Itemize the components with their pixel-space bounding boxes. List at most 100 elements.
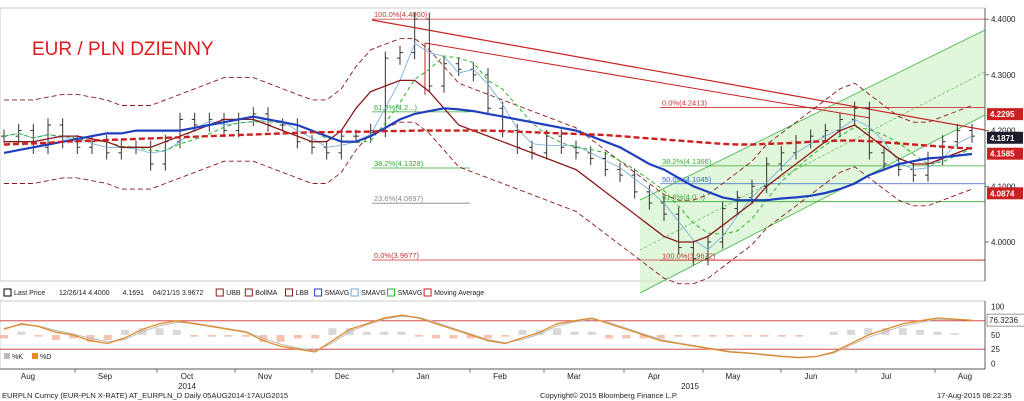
osc-hist-bar: [207, 335, 216, 337]
y-tick-label: 4.3000: [991, 71, 1016, 80]
x-month-label: Mar: [567, 372, 581, 381]
oscillator-panel: [0, 300, 986, 370]
price-badge: [987, 108, 1023, 121]
osc-hist-bar: [466, 335, 475, 339]
legend-entry: SMAVG: [325, 290, 350, 297]
legend-swatch-icon: [244, 288, 253, 297]
osc-hist-bar: [656, 335, 665, 339]
fib-label: 100.0%(4.4000): [374, 10, 428, 19]
osc-hist-bar: [34, 335, 43, 337]
x-month-label: Jan: [417, 372, 430, 381]
x-month-label: Jul: [881, 372, 891, 381]
x-month-label: Dec: [335, 372, 349, 381]
osc-hist-bar: [795, 335, 804, 337]
osc-hist-bar: [605, 335, 613, 339]
osc-legend-swatch-icon: [4, 353, 10, 359]
osc-hist-bar: [587, 331, 596, 335]
osc-tick-label: 25: [991, 345, 1000, 354]
x-year-label: 2015: [681, 382, 699, 391]
osc-hist-bar: [760, 335, 769, 337]
osc-hist-bar: [898, 328, 907, 335]
chart-title: EUR / PLN DZIENNY: [32, 39, 214, 60]
x-month-label: Feb: [493, 372, 507, 381]
osc-hist-bar: [829, 331, 838, 335]
legend: Last Price 12/26/14 4.4000 4.1691 04/21/15 …: [3, 288, 484, 297]
fib-label: 38.2%(4.1366): [662, 157, 712, 166]
trendline-secondary: [424, 42, 871, 119]
osc-hist-bar: [380, 331, 389, 335]
legend-entry: Moving Average: [434, 290, 484, 297]
legend-entry: BollMA: [255, 290, 278, 297]
price-badge: [987, 131, 1023, 144]
footer-right: 17-Aug-2015 08:22:35: [937, 391, 1012, 400]
x-month-label: Apr: [648, 372, 661, 381]
osc-value-badge: [986, 313, 1024, 327]
upper-bollinger-band: [4, 38, 973, 201]
channel-upper-line: [639, 29, 986, 201]
fib-label: 23.6%(4.0697): [374, 194, 424, 203]
osc-hist-bar: [121, 329, 129, 335]
fib-label: 50.0%(4.1045): [662, 175, 712, 184]
osc-hist-bar: [69, 335, 78, 339]
osc-hist-bar: [103, 335, 112, 341]
legend-swatch-icon: [3, 288, 12, 297]
x-month-label: Nov: [258, 372, 272, 381]
osc-hist-bar: [553, 328, 562, 335]
fib-label: 0.0%(4.2413): [662, 99, 708, 108]
osc-tick-label: 0: [991, 359, 996, 368]
osc-hist-bar: [363, 331, 371, 335]
osc-hist-bar: [518, 329, 527, 335]
osc-legend-entry: %K: [12, 354, 23, 361]
footer-left: EURPLN Curncy (EUR-PLN X-RATE) AT_EURPLN…: [2, 391, 288, 400]
osc-tick-label: 50: [991, 331, 1000, 340]
x-month-label: Sep: [98, 372, 113, 381]
stoch-k-line: [3, 314, 973, 359]
osc-hist-bar: [155, 328, 164, 335]
channel-lower-line: [639, 114, 986, 294]
osc-hist-bar: [691, 335, 700, 337]
x-month-label: Jun: [805, 372, 818, 381]
bollinger-ma-line: [4, 79, 973, 243]
sma-blue-line: [3, 107, 973, 202]
fib-label: 61.8%(4.2...): [374, 103, 417, 112]
y-tick-label: 4.0000: [991, 238, 1016, 247]
price-badge: [987, 187, 1023, 200]
legend-entry: UBB: [226, 290, 241, 297]
osc-hist-bar: [708, 335, 717, 337]
osc-frame: [0, 300, 986, 370]
osc-hist-bar: [0, 335, 8, 339]
channel-fill: [640, 30, 985, 293]
osc-hist-bar: [242, 335, 250, 337]
legend-entry: 4.1691: [123, 290, 145, 297]
osc-hist-bar: [847, 329, 855, 335]
osc-legend-entry: %D: [40, 354, 51, 361]
lower-bollinger-band: [4, 121, 973, 285]
osc-hist-bar: [639, 335, 648, 339]
osc-hist-bar: [449, 335, 458, 339]
y-tick-label: 4.1000: [991, 182, 1016, 191]
osc-hist-bar: [933, 331, 942, 335]
osc-hist-bar: [864, 328, 873, 335]
y-tick-label: 4.2000: [991, 127, 1016, 136]
sma-green-line: [3, 55, 973, 235]
price-badge-label: 4.1585: [990, 150, 1015, 159]
footer-center: Copyright© 2015 Bloomberg Finance L.P.: [540, 391, 678, 400]
price-badge-label: 4.2295: [990, 110, 1015, 119]
osc-hist-bar: [328, 328, 337, 335]
osc-hist-bar: [293, 335, 302, 339]
price-panel: 100.0%(4.4000) 61.8%(4.2...) 0.0%(4.2413) 3…: [0, 7, 986, 294]
osc-hist-bar: [414, 335, 423, 337]
osc-hist-bar: [743, 335, 752, 337]
legend-entry: Last Price: [14, 290, 45, 297]
x-month-label: Aug: [21, 372, 35, 381]
trendline-main: [371, 19, 986, 131]
x-year-label: 2014: [178, 382, 196, 391]
osc-hist-bar: [51, 335, 60, 341]
axes: 4.0000 4.1000 4.2000 4.3000 4.4000 4.2295 4.18…: [0, 8, 1024, 391]
osc-hist-bar: [777, 335, 786, 337]
legend-entry: SMAVG: [398, 290, 423, 297]
osc-hist-bar: [726, 335, 734, 337]
osc-hist-bar: [276, 335, 285, 342]
